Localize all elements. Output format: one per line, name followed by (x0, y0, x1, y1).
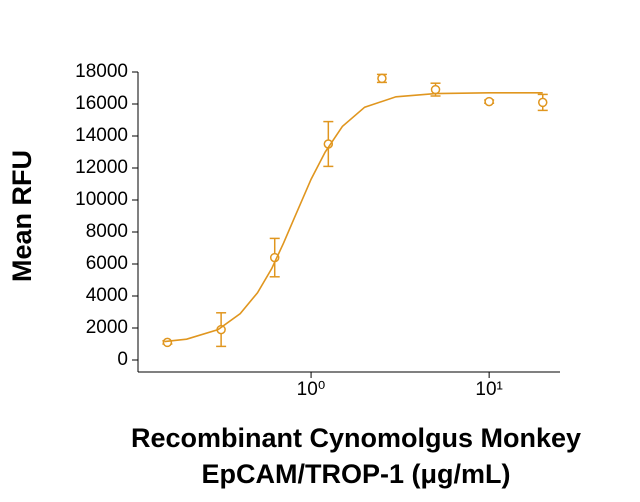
x-axis-label: Recombinant Cynomolgus Monkey (131, 423, 581, 453)
y-tick-label: 16000 (75, 93, 128, 114)
x-tick-label: 10⁰ (297, 379, 326, 400)
data-point (377, 73, 387, 84)
y-tick-label: 14000 (75, 125, 128, 146)
data-point (484, 96, 494, 107)
fit-curve (164, 92, 543, 343)
y-tick-label: 8000 (86, 221, 128, 242)
data-point (537, 97, 548, 108)
y-tick-label: 6000 (86, 253, 128, 274)
y-tick-label: 2000 (86, 317, 128, 338)
y-tick-label: 0 (117, 349, 128, 370)
y-tick-label: 10000 (75, 189, 128, 210)
y-tick-label: 12000 (75, 157, 128, 178)
x-axis-label: EpCAM/TROP-1 (μg/mL) (202, 459, 511, 489)
y-axis-label: Mean RFU (7, 150, 37, 282)
y-tick-label: 18000 (75, 61, 128, 82)
data-point (430, 84, 441, 95)
y-tick-label: 4000 (86, 285, 128, 306)
data-point (162, 337, 173, 348)
x-tick-label: 10¹ (475, 379, 502, 400)
